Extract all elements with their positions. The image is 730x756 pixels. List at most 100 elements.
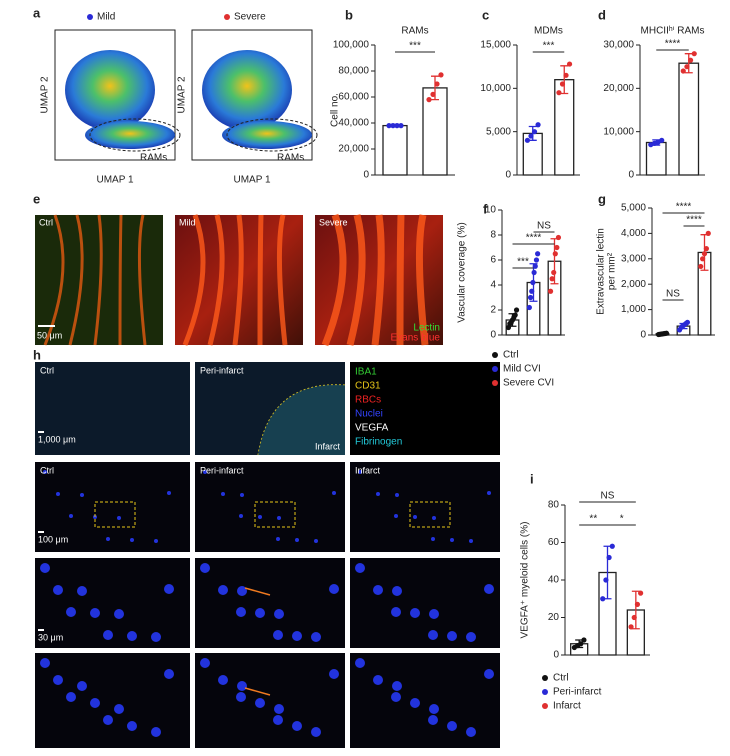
data-point <box>578 641 584 647</box>
data-point <box>680 68 686 74</box>
y-tick-label: 15,000 <box>480 40 511 51</box>
nucleus <box>447 631 457 641</box>
nucleus <box>466 632 476 642</box>
bar <box>678 62 700 176</box>
significance-label: **** <box>665 39 681 50</box>
legend-marker <box>542 689 548 695</box>
umap-outline <box>89 118 181 152</box>
nucleus <box>274 704 284 714</box>
nucleus <box>203 470 207 474</box>
panel-letter: f <box>483 201 488 216</box>
data-point <box>533 257 540 263</box>
significance-label: *** <box>543 41 555 52</box>
nucleus <box>66 692 76 702</box>
nucleus <box>410 698 420 708</box>
error-bar <box>684 53 693 74</box>
data-point <box>603 577 609 583</box>
data-point <box>551 269 557 276</box>
legend-marker <box>492 352 498 358</box>
bar <box>382 124 408 176</box>
nucleus <box>469 539 473 543</box>
nucleus <box>240 493 244 497</box>
roi-box <box>409 501 451 528</box>
nucleus <box>237 586 247 596</box>
data-point <box>609 543 615 549</box>
data-point <box>559 81 566 87</box>
legend-label: Severe <box>234 12 266 23</box>
nucleus <box>447 721 457 731</box>
nucleus <box>221 492 225 496</box>
data-point <box>547 288 554 294</box>
nucleus <box>394 514 398 518</box>
y-tick-label: 2,000 <box>621 279 646 290</box>
vessel <box>396 214 405 346</box>
nucleus <box>395 493 399 497</box>
y-tick-label: 20 <box>548 612 560 623</box>
nucleus <box>218 675 228 685</box>
micrograph <box>35 462 190 552</box>
nucleus <box>69 514 73 518</box>
scale-bar-label: 50 μm <box>37 330 62 340</box>
data-point <box>535 251 541 257</box>
y-axis-label: Cell no. <box>330 93 341 127</box>
nucleus <box>239 514 243 518</box>
channel-label: RBCs <box>355 395 381 406</box>
data-point <box>552 251 558 257</box>
y-axis-label: Extravascular lectin <box>596 228 607 315</box>
nucleus <box>311 727 321 737</box>
vessel <box>346 214 366 346</box>
panel-letter: h <box>33 347 41 362</box>
vessel <box>321 213 347 347</box>
nucleus <box>358 470 362 474</box>
data-point <box>691 51 697 57</box>
scale-bar-label: 1,000 μm <box>38 434 76 444</box>
stain-label: Evans blue <box>391 333 441 344</box>
data-point <box>663 330 670 336</box>
data-point <box>563 72 569 78</box>
image-label: Peri-infarct <box>200 365 244 375</box>
data-point <box>513 307 520 313</box>
nucleus <box>77 681 87 691</box>
nucleus <box>392 586 402 596</box>
significance-label: *** <box>409 41 421 52</box>
nucleus <box>274 609 284 619</box>
data-point <box>684 64 690 70</box>
micrograph <box>350 558 500 648</box>
image-label: Infarct <box>355 465 381 475</box>
umap-annotation: RAMs <box>277 153 304 164</box>
significance-label: **** <box>686 215 702 226</box>
vessel <box>43 214 65 346</box>
nucleus <box>295 538 299 542</box>
axis-label: UMAP 1 <box>233 175 270 186</box>
nucleus <box>273 630 283 640</box>
nucleus <box>429 609 439 619</box>
nucleus <box>237 681 247 691</box>
channel-label: VEGFA <box>355 423 389 434</box>
channel-label: IBA1 <box>355 367 377 378</box>
y-tick-label: 1,000 <box>621 304 646 315</box>
data-point <box>556 90 562 96</box>
significance-label: NS <box>537 221 551 232</box>
nucleus <box>103 630 113 640</box>
significance-label: NS <box>601 491 615 502</box>
data-point <box>703 246 709 252</box>
umap-outline <box>226 118 318 152</box>
y-tick-label: 60,000 <box>338 92 369 103</box>
image-label: Ctrl <box>40 365 54 375</box>
axis-label: UMAP 1 <box>96 175 133 186</box>
y-tick-label: 5,000 <box>486 126 511 137</box>
micrograph <box>195 558 345 648</box>
nucleus <box>391 607 401 617</box>
legend-marker <box>542 703 548 709</box>
y-tick-label: 0 <box>553 650 559 661</box>
data-point <box>532 263 538 269</box>
significance-label: ** <box>589 514 597 525</box>
y-tick-label: 0 <box>505 170 511 181</box>
vessel <box>415 214 429 346</box>
image-label: Mild <box>179 217 196 227</box>
significance-label: **** <box>676 202 692 213</box>
y-tick-label: 3,000 <box>621 253 646 264</box>
nucleus <box>429 704 439 714</box>
nucleus <box>484 584 494 594</box>
data-point <box>701 251 708 257</box>
